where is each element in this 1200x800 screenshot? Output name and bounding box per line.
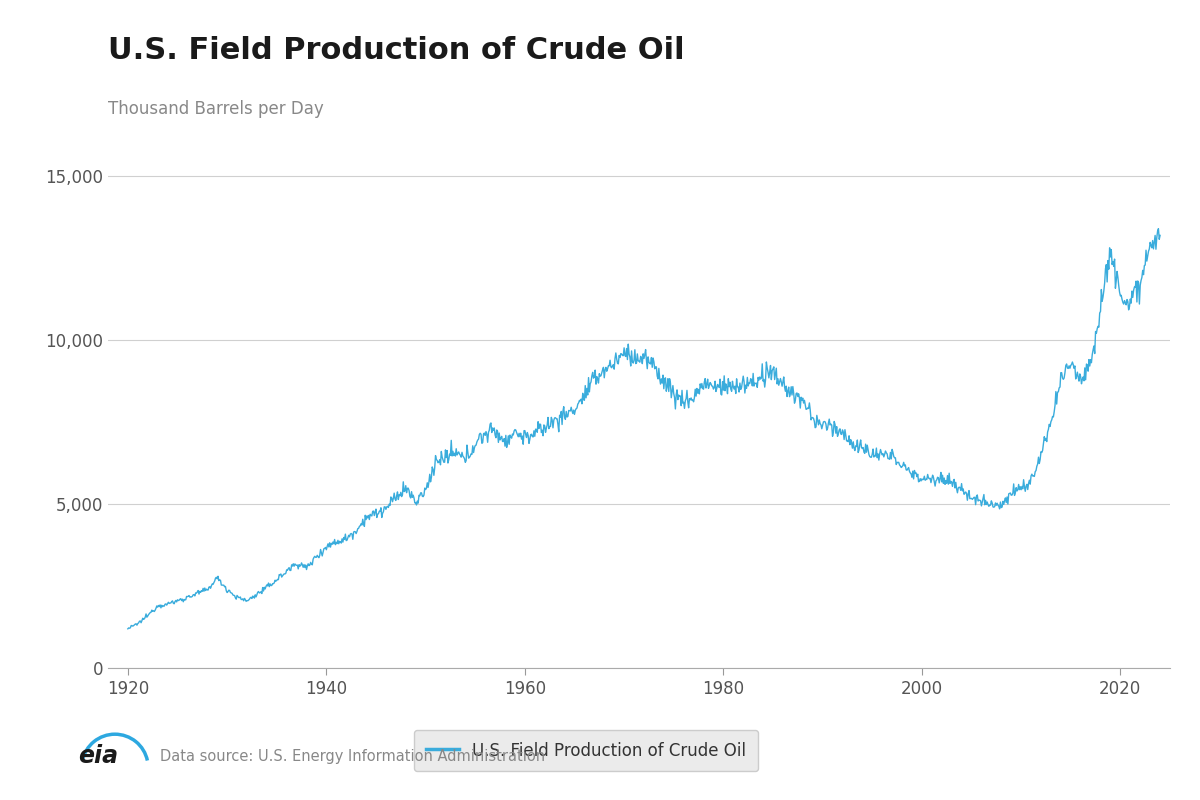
Text: eia: eia xyxy=(78,744,118,768)
Text: Thousand Barrels per Day: Thousand Barrels per Day xyxy=(108,100,324,118)
Text: Data source: U.S. Energy Information Administration: Data source: U.S. Energy Information Adm… xyxy=(160,749,545,763)
Legend: U.S. Field Production of Crude Oil: U.S. Field Production of Crude Oil xyxy=(414,730,758,771)
Text: U.S. Field Production of Crude Oil: U.S. Field Production of Crude Oil xyxy=(108,36,685,65)
